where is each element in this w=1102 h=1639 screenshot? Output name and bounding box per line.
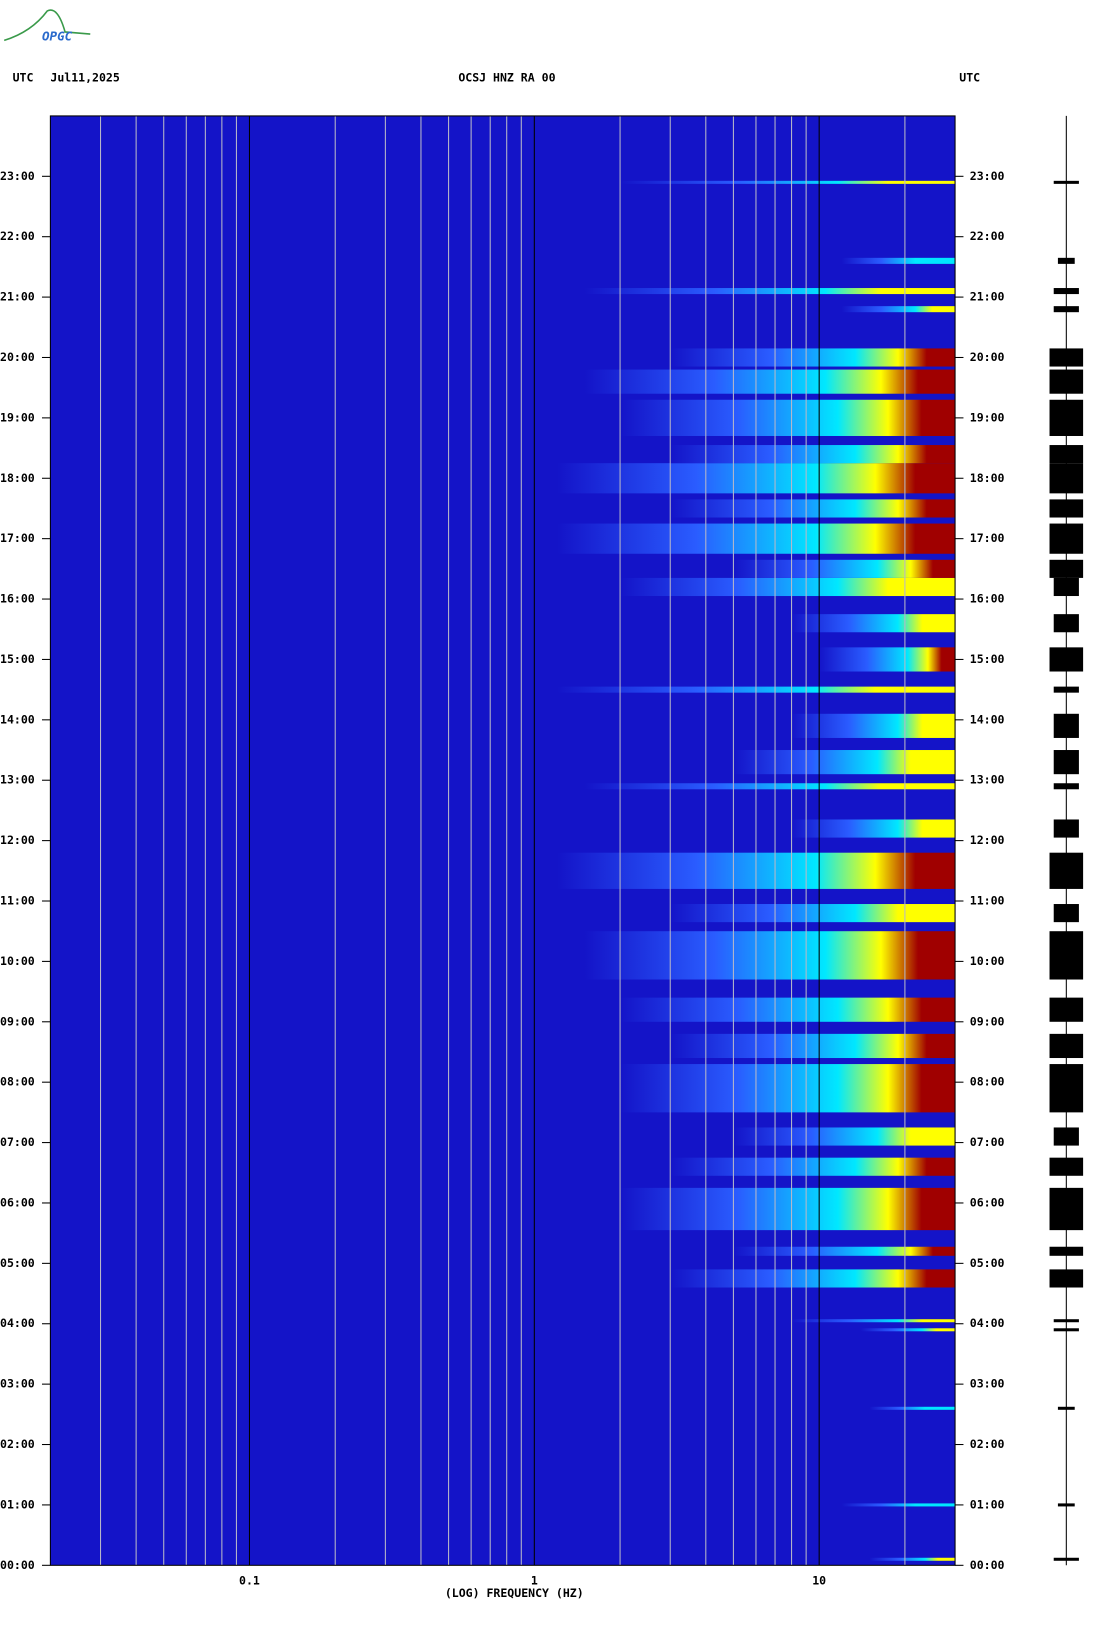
event-band [620,180,956,184]
y-tick-label-left: 16:00 [0,592,35,606]
event-band [841,306,956,313]
event-band [670,348,956,367]
event-band [620,1187,956,1231]
logo-arc [3,9,91,42]
y-tick-label-left: 21:00 [0,290,35,304]
y-tick-label-left: 03:00 [0,1377,35,1391]
y-tick-label-right: 21:00 [970,290,1005,304]
event-band [791,1319,956,1323]
event-band [620,1064,956,1113]
y-tick-label-right: 14:00 [970,712,1005,726]
y-tick-label-left: 23:00 [0,169,35,183]
y-tick-label-left: 06:00 [0,1195,35,1209]
time-zone-right: UTC [959,71,980,85]
event-band [670,904,956,923]
y-tick-label-left: 11:00 [0,894,35,908]
event-band [860,1328,956,1332]
date: Jul11,2025 [50,71,119,85]
event-band [584,288,956,295]
event-band [733,750,956,775]
event-band [733,559,956,578]
y-tick-label-left: 04:00 [0,1316,35,1330]
y-tick-label-left: 12:00 [0,833,35,847]
y-tick-label-right: 18:00 [970,471,1005,485]
y-tick-label-right: 00:00 [970,1558,1005,1572]
y-tick-label-right: 04:00 [970,1316,1005,1330]
event-band [584,783,956,790]
event-band [791,819,956,838]
x-axis-label: (LOG) FREQUENCY (HZ) [445,1586,584,1600]
event-band [670,499,956,518]
chart-title: OCSJ HNZ RA 00 [458,71,555,85]
event-band [791,614,956,633]
y-tick-label-right: 17:00 [970,531,1005,545]
y-tick-label-left: 22:00 [0,229,35,243]
y-tick-label-right: 07:00 [970,1135,1005,1149]
y-tick-label-right: 10:00 [970,954,1005,968]
y-tick-label-right: 03:00 [970,1377,1005,1391]
event-band [620,577,956,597]
y-tick-label-left: 08:00 [0,1075,35,1089]
y-tick-label-right: 05:00 [970,1256,1005,1270]
event-band [584,931,956,980]
y-tick-label-left: 15:00 [0,652,35,666]
y-tick-label-right: 02:00 [970,1437,1005,1451]
y-tick-label-right: 06:00 [970,1195,1005,1209]
plot-frame [49,115,956,1566]
event-band [584,369,956,394]
y-tick-label-left: 00:00 [0,1558,35,1572]
logo: OPGC [42,29,73,44]
y-tick-label-left: 09:00 [0,1014,35,1028]
y-tick-label-left: 07:00 [0,1135,35,1149]
event-band [733,1127,956,1146]
y-tick-label-left: 13:00 [0,773,35,787]
x-tick-label: 1 [531,1574,538,1588]
y-tick-label-left: 20:00 [0,350,35,364]
y-tick-label-left: 10:00 [0,954,35,968]
event-band [819,647,956,672]
y-tick-label-left: 19:00 [0,410,35,424]
event-band [670,1033,956,1059]
event-band [670,1157,956,1176]
event-band [841,1503,956,1507]
y-tick-label-right: 11:00 [970,894,1005,908]
event-band [620,997,956,1022]
event-band [670,1269,956,1288]
event-band [733,1246,956,1256]
event-band [791,713,956,738]
y-tick-label-right: 08:00 [970,1075,1005,1089]
y-tick-label-right: 20:00 [970,350,1005,364]
event-band [869,1557,956,1561]
y-tick-label-right: 23:00 [970,169,1005,183]
y-tick-label-right: 13:00 [970,773,1005,787]
event-band [670,445,956,464]
event-band [841,257,956,264]
y-tick-label-left: 02:00 [0,1437,35,1451]
y-tick-label-left: 01:00 [0,1497,35,1511]
event-band [620,399,956,436]
y-tick-label-right: 15:00 [970,652,1005,666]
y-tick-label-right: 01:00 [970,1497,1005,1511]
y-tick-label-left: 14:00 [0,712,35,726]
y-tick-label-right: 22:00 [970,229,1005,243]
y-tick-label-left: 17:00 [0,531,35,545]
y-tick-label-right: 16:00 [970,592,1005,606]
y-tick-label-right: 09:00 [970,1014,1005,1028]
y-tick-label-right: 19:00 [970,410,1005,424]
y-tick-label-left: 18:00 [0,471,35,485]
time-zone-left: UTC [13,71,34,85]
y-tick-label-right: 12:00 [970,833,1005,847]
x-tick-label: 10 [812,1574,826,1588]
y-tick-label-left: 05:00 [0,1256,35,1270]
event-band [869,1406,956,1410]
x-tick-label: 0.1 [239,1574,260,1588]
